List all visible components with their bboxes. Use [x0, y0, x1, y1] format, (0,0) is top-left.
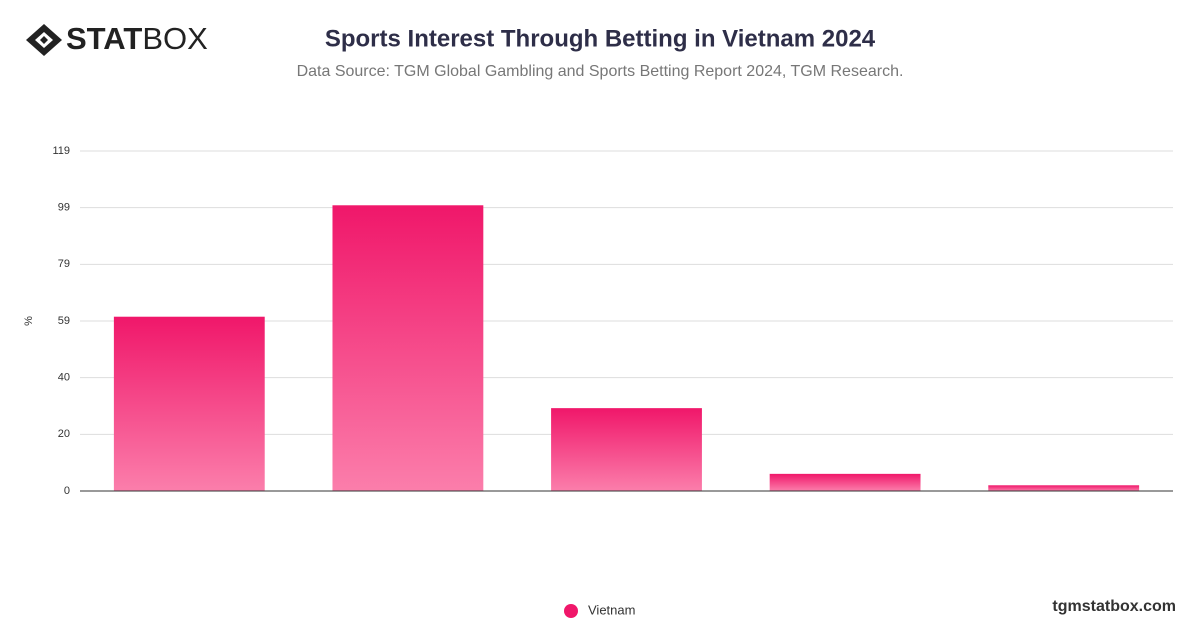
- y-tick-label: 99: [58, 202, 70, 214]
- bar: [113, 316, 265, 491]
- y-axis-label: %: [23, 316, 35, 326]
- logo: STATBOX: [26, 21, 208, 56]
- bar: [551, 408, 702, 491]
- logo-icon: [26, 24, 62, 56]
- legend-label: Vietnam: [588, 602, 635, 617]
- footer: tgmstatbox.com: [1052, 598, 1176, 615]
- chart-subtitle: Data Source: TGM Global Gambling and Spo…: [297, 63, 904, 80]
- y-tick-label: 0: [64, 485, 70, 497]
- bar: [988, 485, 1140, 491]
- legend-marker: [564, 604, 578, 618]
- logo-text: STATBOX: [66, 21, 208, 56]
- y-tick-label: 119: [52, 145, 70, 157]
- logo-icon-center: [40, 36, 48, 44]
- logo-light: BOX: [142, 21, 208, 56]
- bar: [332, 205, 484, 492]
- logo-bold: STAT: [66, 21, 142, 56]
- bar: [769, 473, 921, 491]
- chart-title: Sports Interest Through Betting in Vietn…: [325, 25, 876, 52]
- y-tick-label: 20: [58, 428, 70, 440]
- y-tick-label: 40: [58, 372, 70, 384]
- y-tick-label: 59: [58, 315, 70, 327]
- y-tick-label: 79: [58, 258, 70, 270]
